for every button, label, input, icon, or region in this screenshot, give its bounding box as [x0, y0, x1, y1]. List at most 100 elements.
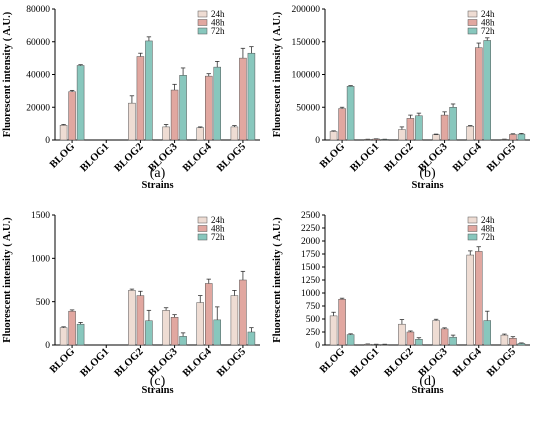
panel-1-y-tick-label: 20000	[26, 103, 50, 113]
panel-1-category-label: BLOG5	[215, 141, 248, 174]
panel-1-bar-BLOG3-48h	[170, 89, 179, 141]
panel-2-bar-BLOG-72h	[346, 86, 355, 141]
panel-1-bar-BLOG5-24h	[230, 126, 239, 141]
panel-2-panel-label: (b)	[419, 166, 436, 181]
panel-4-y-tick-label: 2500	[301, 211, 320, 221]
panel-1-bar-BLOG3-72h	[179, 75, 187, 141]
panel-3-bar-BLOG4-72h	[213, 319, 221, 346]
panel-2-category-label: BLOG1	[348, 141, 381, 174]
panel-3-bar-BLOG4-24h	[196, 302, 204, 346]
panel-2-bar-BLOG5-72h	[517, 133, 526, 141]
panel-4-bar-BLOG2-48h	[406, 331, 415, 346]
panel-4-category-label: BLOG	[318, 346, 347, 375]
panel-2-y-tick-label: 50000	[296, 103, 320, 113]
panel-1-bar-BLOG-72h	[76, 65, 85, 141]
panel-2-bar-BLOG-24h	[329, 131, 338, 141]
panel-1-bar-BLOG4-72h	[213, 66, 221, 141]
panel-4-bar-BLOG4-72h	[483, 320, 491, 346]
panel-1-bar-BLOG5-48h	[239, 57, 247, 141]
panel-4-bar-BLOG-48h	[338, 298, 346, 346]
panel-4-y-tick-label: 2250	[301, 224, 320, 234]
panel-2-bar-BLOG4-24h	[466, 125, 474, 141]
panel-4-panel-label: (d)	[419, 374, 436, 389]
panel-3-bar-BLOG4-48h	[205, 283, 213, 346]
panel-4-bar-BLOG2-72h	[415, 339, 423, 346]
panel-4-bar-BLOG4-48h	[475, 251, 483, 346]
panel-4-bar-BLOG5-24h	[500, 334, 509, 346]
panel-3-legend-swatch-48h	[197, 225, 208, 232]
panel-1-bar-BLOG2-72h	[145, 40, 153, 141]
panel-3-bar-BLOG-24h	[59, 327, 68, 346]
panel-1-bar-BLOG5-72h	[247, 52, 256, 141]
panel-1-category-label: BLOG	[48, 141, 77, 170]
panel-3-bar-BLOG3-24h	[162, 310, 170, 346]
panel-3-legend-swatch-24h	[197, 216, 208, 224]
panel-2-bar-BLOG3-72h	[449, 107, 457, 141]
panel-2-bar-BLOG5-48h	[509, 134, 517, 141]
panel-4-y-tick-label: 1500	[301, 263, 320, 273]
panel-4-bar-BLOG5-72h	[517, 343, 526, 346]
panel-4-bar-BLOG4-24h	[466, 254, 474, 346]
panel-3-bar-BLOG5-72h	[247, 331, 256, 346]
panel-3-category-label: BLOG4	[181, 346, 214, 379]
panel-4-bar-BLOG5-48h	[509, 337, 517, 346]
panel-2-y-axis-title: Fluorescent intensity ( A.U.)	[272, 11, 283, 137]
panel-3-category-label: BLOG	[48, 346, 77, 375]
panel-2-bar-BLOG2-72h	[415, 115, 423, 141]
panel-4-legend-label-24h: 24h	[481, 215, 495, 225]
panel-4-y-axis-title: Fluorescent intensity ( A.U.)	[272, 217, 283, 343]
panel-4-category-label: BLOG2	[383, 346, 416, 379]
panel-1-legend-swatch-72h	[197, 27, 208, 35]
panel-3-legend-swatch-72h	[197, 233, 208, 241]
panel-1-y-tick-label: 0	[45, 136, 50, 146]
panel-1-x-axis-title: Strains	[141, 180, 173, 191]
panel-2-legend-swatch-24h	[467, 10, 478, 18]
panel-2-category-label: BLOG	[318, 141, 347, 170]
panel-4-category-label: BLOG4	[451, 346, 484, 379]
panel-2-category-label: BLOG2	[383, 141, 416, 174]
panel-3-bar-BLOG2-24h	[128, 290, 136, 346]
panel-4-bar-BLOG3-24h	[432, 320, 440, 346]
panel-1-y-axis-title: Fluorescent intensity ( A.U.)	[2, 11, 13, 137]
panel-4-bar-BLOG-72h	[346, 334, 355, 346]
panel-4-y-tick-label: 250	[306, 328, 321, 338]
panel-3-y-tick-label: 0	[45, 341, 50, 351]
panel-4-legend-label-72h: 72h	[481, 232, 495, 242]
panel-3-x-axis-title: Strains	[141, 385, 173, 396]
panel-3-panel-label: (c)	[150, 374, 166, 389]
panel-3-bar-BLOG3-48h	[170, 317, 179, 346]
panel-2-y-tick-label: 0	[315, 136, 320, 146]
panel-3-y-tick-label: 1000	[31, 255, 50, 265]
panel-4-y-tick-label: 0	[315, 341, 320, 351]
panel-2-bar-BLOG3-24h	[432, 134, 440, 141]
panel-3-bar-BLOG5-24h	[230, 295, 239, 346]
panel-4-y-tick-label: 1000	[301, 289, 320, 299]
panel-3-category-label: BLOG1	[78, 346, 111, 379]
panel-4-y-tick-label: 2000	[301, 237, 320, 247]
panel-4-bar-BLOG-24h	[329, 315, 338, 346]
panel-2-category-label: BLOG4	[451, 141, 484, 174]
panel-4-bar-BLOG3-72h	[449, 336, 457, 346]
panel-2-x-axis-title: Strains	[411, 180, 443, 191]
panel-4-legend-swatch-72h	[467, 233, 478, 241]
panel-2-bar-BLOG2-48h	[406, 118, 415, 141]
panel-2-legend-label-24h: 24h	[481, 9, 495, 19]
panel-1-category-label: BLOG4	[181, 141, 214, 174]
panel-1-bar-BLOG4-48h	[205, 75, 213, 141]
panel-3-legend-label-48h: 48h	[211, 224, 225, 234]
panel-3-legend-label-72h: 72h	[211, 232, 225, 242]
panel-4-legend-label-48h: 48h	[481, 224, 495, 234]
panel-4-y-tick-label: 500	[306, 315, 321, 325]
panel-3-y-tick-label: 500	[36, 298, 51, 308]
panel-2-category-label: BLOG5	[485, 141, 518, 174]
panel-4-bar-BLOG2-24h	[398, 323, 406, 346]
panel-4-bar-BLOG3-48h	[440, 328, 449, 346]
panel-3-bar-BLOG5-48h	[239, 279, 247, 346]
panel-1-bar-BLOG3-24h	[162, 126, 170, 141]
panel-2-bar-BLOG-48h	[338, 108, 346, 141]
panel-2-bar-BLOG4-72h	[483, 40, 491, 141]
panel-1-category-label: BLOG2	[113, 141, 146, 174]
panel-2-y-tick-label: 100000	[292, 71, 321, 81]
panel-2-y-tick-label: 200000	[292, 5, 321, 15]
panel-1-bar-BLOG-48h	[68, 91, 76, 141]
